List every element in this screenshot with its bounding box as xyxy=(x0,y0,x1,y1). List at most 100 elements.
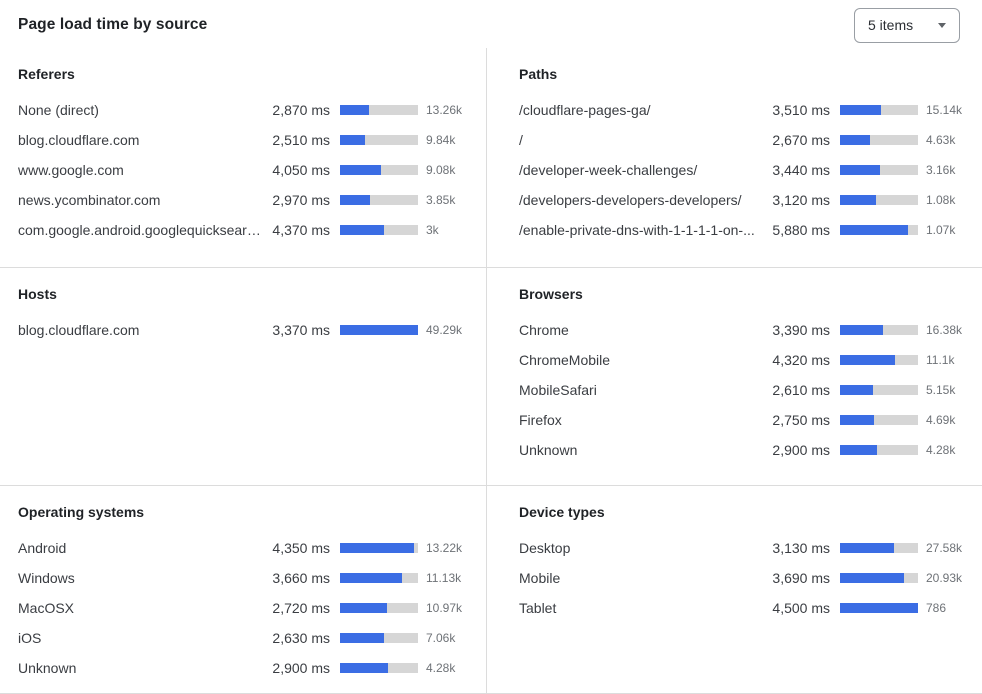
stat-row[interactable]: com.google.android.googlequicksearc... 4… xyxy=(18,215,470,245)
bar-fill xyxy=(340,573,402,583)
bar-track xyxy=(340,325,418,335)
stat-row[interactable]: www.google.com 4,050 ms 9.08k xyxy=(18,155,470,185)
bar-track xyxy=(340,105,418,115)
stat-row[interactable]: Mobile 3,690 ms 20.93k xyxy=(519,563,970,593)
bar-track xyxy=(840,355,918,365)
row-ms: 5,880 ms xyxy=(772,222,830,238)
section-referers: Referers None (direct) 2,870 ms 13.26k b… xyxy=(0,48,486,267)
bar-track xyxy=(840,105,918,115)
row-label: Unknown xyxy=(18,660,77,676)
row-ms: 2,970 ms xyxy=(272,192,330,208)
row-ms: 2,610 ms xyxy=(772,382,830,398)
row-count: 9.08k xyxy=(426,163,456,177)
row-label: Android xyxy=(18,540,67,556)
stat-row[interactable]: blog.cloudflare.com 2,510 ms 9.84k xyxy=(18,125,470,155)
row-label: iOS xyxy=(18,630,42,646)
row-ms: 4,050 ms xyxy=(272,162,330,178)
row-label: Unknown xyxy=(519,442,578,458)
stat-row[interactable]: Desktop 3,130 ms 27.58k xyxy=(519,533,970,563)
bar-track xyxy=(340,165,418,175)
section-title: Hosts xyxy=(18,286,57,302)
bar-fill xyxy=(840,105,881,115)
bar-track xyxy=(840,543,918,553)
section-rows: Chrome 3,390 ms 16.38k ChromeMobile 4,32… xyxy=(519,315,970,465)
stat-row[interactable]: / 2,670 ms 4.63k xyxy=(519,125,970,155)
stat-row[interactable]: /developer-week-challenges/ 3,440 ms 3.1… xyxy=(519,155,970,185)
row-ms: 3,690 ms xyxy=(772,570,830,586)
stat-row[interactable]: MacOSX 2,720 ms 10.97k xyxy=(18,593,470,623)
row-label: /developers-developers-developers/ xyxy=(519,192,742,208)
bar-fill xyxy=(840,195,876,205)
bar-track xyxy=(840,135,918,145)
row-count: 13.22k xyxy=(426,541,463,555)
bar-fill xyxy=(840,165,880,175)
bar-track xyxy=(840,385,918,395)
row-ms: 3,370 ms xyxy=(272,322,330,338)
row-count: 49.29k xyxy=(426,323,463,337)
row-count: 10.97k xyxy=(426,601,463,615)
row-count: 3.85k xyxy=(426,193,456,207)
row-count: 4.69k xyxy=(926,413,956,427)
row-label: Desktop xyxy=(519,540,571,556)
row-ms: 3,130 ms xyxy=(772,540,830,556)
stat-row[interactable]: blog.cloudflare.com 3,370 ms 49.29k xyxy=(18,315,470,345)
stat-row[interactable]: /enable-private-dns-with-1-1-1-1-on-... … xyxy=(519,215,970,245)
bar-track xyxy=(340,543,418,553)
row-label: Tablet xyxy=(519,600,557,616)
stat-row[interactable]: Unknown 2,900 ms 4.28k xyxy=(18,653,470,683)
bar-track xyxy=(340,225,418,235)
row-count: 786 xyxy=(926,601,947,615)
row-label: com.google.android.googlequicksearc... xyxy=(18,222,262,238)
row-ms: 2,870 ms xyxy=(272,102,330,118)
row-count: 4.63k xyxy=(926,133,956,147)
row-count: 11.13k xyxy=(426,571,462,585)
stat-row[interactable]: iOS 2,630 ms 7.06k xyxy=(18,623,470,653)
row-label: Firefox xyxy=(519,412,562,428)
stat-row[interactable]: None (direct) 2,870 ms 13.26k xyxy=(18,95,470,125)
bar-fill xyxy=(840,135,871,145)
items-count-select[interactable]: 5 items xyxy=(854,7,960,43)
row-count: 7.06k xyxy=(426,631,456,645)
bar-fill xyxy=(340,633,384,643)
stat-row[interactable]: Chrome 3,390 ms 16.38k xyxy=(519,315,970,345)
bar-track xyxy=(340,663,418,673)
section-rows: Desktop 3,130 ms 27.58k Mobile 3,690 ms … xyxy=(519,533,970,623)
row-count: 27.58k xyxy=(926,541,963,555)
stat-row[interactable]: MobileSafari 2,610 ms 5.15k xyxy=(519,375,970,405)
section-title: Browsers xyxy=(519,286,583,302)
row-count: 9.84k xyxy=(426,133,456,147)
bar-track xyxy=(340,573,418,583)
section-rows: Android 4,350 ms 13.22k Windows 3,660 ms… xyxy=(18,533,470,683)
stat-row[interactable]: /cloudflare-pages-ga/ 3,510 ms 15.14k xyxy=(519,95,970,125)
stat-row[interactable]: Windows 3,660 ms 11.13k xyxy=(18,563,470,593)
row-label: Mobile xyxy=(519,570,561,586)
row-count: 20.93k xyxy=(926,571,963,585)
section-title: Device types xyxy=(519,504,605,520)
section-rows: /cloudflare-pages-ga/ 3,510 ms 15.14k / … xyxy=(519,95,970,245)
row-label: www.google.com xyxy=(18,162,124,178)
bar-track xyxy=(340,603,418,613)
row-count: 3.16k xyxy=(926,163,956,177)
bar-fill xyxy=(840,355,896,365)
row-count: 1.08k xyxy=(926,193,956,207)
row-label: Windows xyxy=(18,570,75,586)
row-count: 15.14k xyxy=(926,103,963,117)
bar-fill xyxy=(840,573,904,583)
row-count: 16.38k xyxy=(926,323,963,337)
stat-row[interactable]: Firefox 2,750 ms 4.69k xyxy=(519,405,970,435)
stat-row[interactable]: news.ycombinator.com 2,970 ms 3.85k xyxy=(18,185,470,215)
row-label: MacOSX xyxy=(18,600,75,616)
stat-row[interactable]: ChromeMobile 4,320 ms 11.1k xyxy=(519,345,970,375)
section-rows: blog.cloudflare.com 3,370 ms 49.29k xyxy=(18,315,470,345)
stat-row[interactable]: /developers-developers-developers/ 3,120… xyxy=(519,185,970,215)
row-ms: 2,900 ms xyxy=(272,660,330,676)
stat-row[interactable]: Unknown 2,900 ms 4.28k xyxy=(519,435,970,465)
bar-fill xyxy=(340,663,389,673)
stat-row[interactable]: Tablet 4,500 ms 786 xyxy=(519,593,970,623)
panel-header: Page load time by source 5 items xyxy=(0,0,982,48)
chevron-down-icon xyxy=(938,22,946,28)
row-label: Chrome xyxy=(519,322,569,338)
bar-track xyxy=(840,225,918,235)
stat-row[interactable]: Android 4,350 ms 13.22k xyxy=(18,533,470,563)
bar-fill xyxy=(840,603,918,613)
